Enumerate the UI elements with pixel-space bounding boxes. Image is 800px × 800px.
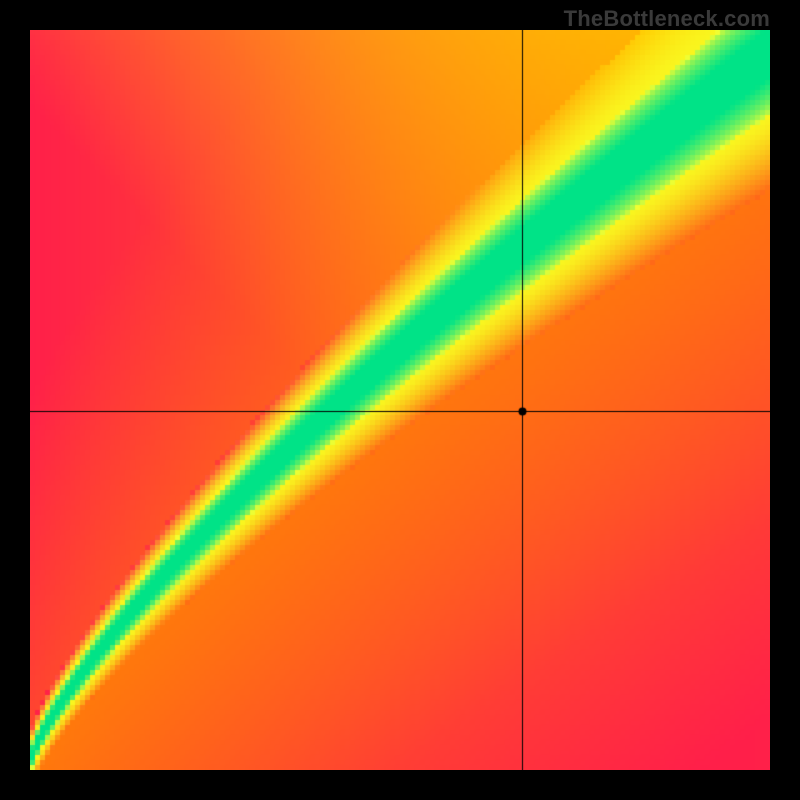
chart-container: { "watermark": "TheBottleneck.com", "hea… bbox=[0, 0, 800, 800]
bottleneck-heatmap bbox=[30, 30, 770, 770]
watermark-text: TheBottleneck.com bbox=[564, 6, 770, 32]
